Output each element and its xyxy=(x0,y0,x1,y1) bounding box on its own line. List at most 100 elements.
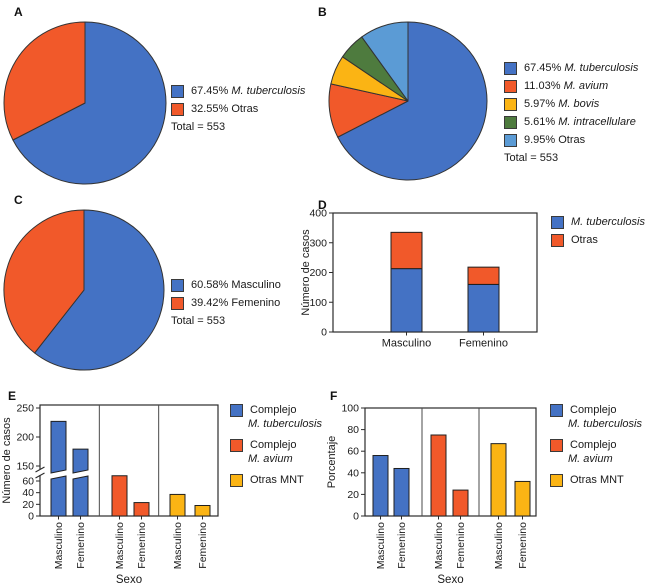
x-tick-label: Femenino xyxy=(459,338,508,350)
y-axis-title: Número de casos xyxy=(300,229,312,316)
x-axis-title: Sexo xyxy=(116,574,142,586)
plot-frame xyxy=(332,212,538,333)
legend-row: 11.03% M. avium xyxy=(504,77,638,95)
bar-femenino-otras xyxy=(467,266,500,285)
legend-swatch xyxy=(504,133,517,147)
legend-row: M. tuberculosis xyxy=(551,213,645,231)
legend-label: 60.58% Masculino xyxy=(191,278,281,291)
x-tick-label-rotated: Masculino xyxy=(114,522,126,569)
bar-femenino-orange xyxy=(133,502,150,517)
legend-label: Otras MNT xyxy=(570,474,624,486)
y-tick-label: 60 xyxy=(347,446,359,458)
legend-swatch xyxy=(504,61,517,75)
legend-label-line2: M. avium xyxy=(248,453,293,465)
bar-masculino-yellow xyxy=(490,443,507,517)
y-tick-label: 250 xyxy=(16,403,34,415)
pie-chart-b xyxy=(327,20,489,187)
legend-swatch xyxy=(504,97,517,111)
pie-slice-otras xyxy=(3,21,86,141)
bar-chart-f: 0 20 40 60 80 100 Porcentaje Masculino Femenino M… xyxy=(325,395,560,588)
panel-label-f: F xyxy=(330,389,338,403)
x-tick-label-rotated: Femenino xyxy=(75,522,87,569)
axis-break-gap xyxy=(38,469,42,475)
pie-slice-masculino xyxy=(34,209,165,371)
x-tick-label-rotated: Masculino xyxy=(375,522,387,569)
panel-label-b: B xyxy=(318,5,327,19)
legend-swatch xyxy=(171,102,184,116)
bar-masculino-blue-upper xyxy=(50,420,67,474)
bar-femenino-m-tuberculosis xyxy=(467,283,500,333)
legend-row: 67.45% M. tuberculosis xyxy=(171,82,305,100)
legend-e: Complejo M. tuberculosis Complejo M. avium O… xyxy=(230,404,322,495)
panel-label-e: E xyxy=(8,389,17,403)
y-tick-label: 400 xyxy=(309,208,327,220)
legend-swatch xyxy=(230,474,243,487)
legend-swatch xyxy=(550,439,563,452)
legend-label: Otras xyxy=(571,233,598,246)
bar-femenino-yellow xyxy=(194,505,211,517)
bar-masculino-yellow xyxy=(169,493,186,517)
x-tick-label-rotated: Femenino xyxy=(197,522,209,569)
legend-f: Complejo M. tuberculosis Complejo M. avium O… xyxy=(550,404,642,495)
y-tick-label: 300 xyxy=(309,237,327,249)
bar-masculino-otras xyxy=(390,231,423,270)
legend-row: 5.61% M. intracellulare xyxy=(504,113,638,131)
y-tick-label: 40 xyxy=(22,487,34,499)
stacked-bar-chart-d: 0 100 200 300 400 Número de casos Masculino Fem… xyxy=(298,205,558,362)
x-tick-label-rotated: Masculino xyxy=(53,522,65,569)
legend-total: Total = 553 xyxy=(171,315,226,327)
legend-b: 67.45% M. tuberculosis 11.03% M. avium 5.9… xyxy=(504,59,638,165)
x-tick-label-rotated: Femenino xyxy=(396,522,408,569)
legend-total: Total = 553 xyxy=(504,152,559,164)
y-tick-label: 20 xyxy=(347,489,359,501)
legend-entry: Complejo M. avium xyxy=(230,439,322,466)
legend-swatch xyxy=(551,215,564,229)
legend-row: 60.58% Masculino xyxy=(171,276,281,294)
y-tick-label: 0 xyxy=(353,511,359,523)
pie-chart-c xyxy=(1,207,167,378)
legend-label: Complejo xyxy=(570,439,617,451)
x-tick-label-rotated: Masculino xyxy=(493,522,505,569)
legend-a: 67.45% M. tuberculosis 32.55% Otras Total … xyxy=(171,82,305,134)
bar-femenino-blue-lower xyxy=(72,475,89,517)
legend-label: 11.03% M. avium xyxy=(524,79,609,92)
bar-femenino-orange xyxy=(452,489,469,517)
legend-d: M. tuberculosis Otras xyxy=(551,213,645,249)
pie-chart-a xyxy=(1,19,169,192)
y-tick-label: 200 xyxy=(309,267,327,279)
y-axis-title: Número de casos xyxy=(1,417,13,504)
y-tick-label: 100 xyxy=(309,297,327,309)
pie-a xyxy=(3,21,167,185)
bar-femenino-yellow xyxy=(514,480,531,517)
pie-slice-femenino xyxy=(3,209,85,354)
legend-label: 5.97% M. bovis xyxy=(524,97,600,110)
legend-label-line2: M. avium xyxy=(568,453,613,465)
legend-row: 5.97% M. bovis xyxy=(504,95,638,113)
legend-c: 60.58% Masculino 39.42% Femenino Total = 5… xyxy=(171,276,281,328)
panel-label-c: C xyxy=(14,193,23,207)
y-tick-label: 0 xyxy=(28,511,34,523)
legend-row: 39.42% Femenino xyxy=(171,294,281,312)
y-tick-label: 20 xyxy=(22,499,34,511)
legend-label: 67.45% M. tuberculosis xyxy=(524,61,639,74)
legend-entry: Otras MNT xyxy=(230,474,322,487)
legend-label: Complejo xyxy=(250,439,297,451)
axis-break-mark xyxy=(35,466,45,473)
legend-total: Total = 553 xyxy=(171,121,226,133)
pie-c xyxy=(3,209,165,371)
bar-masculino-m-tuberculosis xyxy=(390,268,423,333)
legend-swatch xyxy=(504,115,517,129)
legend-label: 5.61% M. intracellulare xyxy=(524,115,636,128)
bar-femenino-blue-upper xyxy=(72,448,89,474)
legend-swatch xyxy=(551,233,564,247)
stacked-bar-svg-d: 0 100 200 300 400 Número de casos Masculino Fem… xyxy=(300,208,538,350)
y-tick-label: 60 xyxy=(22,476,34,488)
legend-swatch xyxy=(230,439,243,452)
legend-row: 9.95% Otras xyxy=(504,131,638,149)
legend-entry: Otras MNT xyxy=(550,474,642,487)
pie-slice-otras xyxy=(361,21,409,102)
legend-label: Complejo xyxy=(570,404,617,416)
bar-femenino-blue xyxy=(393,467,410,517)
y-tick-label: 200 xyxy=(16,432,34,444)
